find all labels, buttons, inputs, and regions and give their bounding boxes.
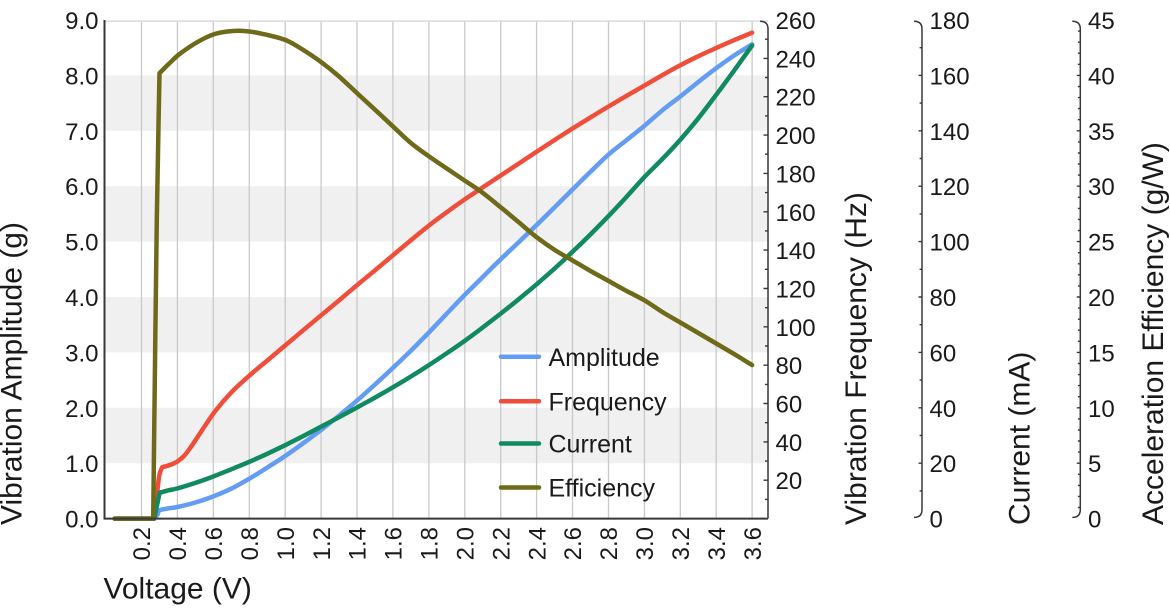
svg-text:1.8: 1.8 — [417, 527, 444, 560]
svg-text:Frequency: Frequency — [549, 389, 668, 417]
svg-text:Acceleration Efficiency (g/W): Acceleration Efficiency (g/W) — [1137, 142, 1170, 525]
svg-text:160: 160 — [930, 63, 970, 90]
svg-text:Efficiency: Efficiency — [549, 475, 656, 503]
svg-text:120: 120 — [930, 174, 970, 201]
svg-text:4.0: 4.0 — [65, 285, 98, 312]
svg-text:7.0: 7.0 — [65, 119, 98, 146]
svg-text:100: 100 — [930, 230, 970, 257]
svg-text:0.8: 0.8 — [237, 527, 264, 560]
svg-text:80: 80 — [776, 353, 803, 380]
svg-text:100: 100 — [776, 315, 816, 342]
svg-text:Vibration Amplitude (g): Vibration Amplitude (g) — [0, 222, 29, 525]
svg-text:2.0: 2.0 — [453, 527, 480, 560]
svg-text:20: 20 — [930, 451, 957, 478]
svg-text:3.0: 3.0 — [632, 527, 659, 560]
svg-text:260: 260 — [776, 8, 816, 35]
svg-text:3.4: 3.4 — [704, 527, 731, 560]
svg-text:5.0: 5.0 — [65, 230, 98, 257]
svg-text:20: 20 — [1088, 285, 1115, 312]
svg-text:180: 180 — [930, 8, 970, 35]
svg-text:Current: Current — [549, 431, 632, 459]
svg-text:1.2: 1.2 — [309, 527, 336, 560]
svg-text:1.6: 1.6 — [381, 527, 408, 560]
svg-text:140: 140 — [776, 238, 816, 265]
svg-text:60: 60 — [776, 392, 803, 419]
svg-text:240: 240 — [776, 46, 816, 73]
svg-text:60: 60 — [930, 340, 957, 367]
svg-text:1.0: 1.0 — [65, 451, 98, 478]
svg-text:2.2: 2.2 — [488, 527, 515, 560]
svg-text:Vibration Frequency (Hz): Vibration Frequency (Hz) — [840, 192, 873, 525]
svg-text:2.8: 2.8 — [596, 527, 623, 560]
svg-text:15: 15 — [1088, 340, 1115, 367]
svg-text:200: 200 — [776, 123, 816, 150]
svg-text:1.4: 1.4 — [345, 527, 372, 560]
svg-text:2.0: 2.0 — [65, 396, 98, 423]
svg-text:0: 0 — [1088, 507, 1101, 534]
svg-text:140: 140 — [930, 119, 970, 146]
svg-text:6.0: 6.0 — [65, 174, 98, 201]
svg-text:Amplitude: Amplitude — [549, 344, 660, 372]
svg-text:180: 180 — [776, 161, 816, 188]
svg-text:3.2: 3.2 — [668, 527, 695, 560]
svg-text:80: 80 — [930, 285, 957, 312]
svg-text:0.2: 0.2 — [129, 527, 156, 560]
svg-text:Voltage (V): Voltage (V) — [104, 573, 252, 606]
svg-text:9.0: 9.0 — [65, 8, 98, 35]
svg-text:40: 40 — [776, 430, 803, 457]
svg-text:30: 30 — [1088, 174, 1115, 201]
svg-text:40: 40 — [1088, 63, 1115, 90]
svg-text:8.0: 8.0 — [65, 63, 98, 90]
svg-text:45: 45 — [1088, 8, 1115, 35]
svg-text:3.6: 3.6 — [740, 527, 767, 560]
svg-text:20: 20 — [776, 468, 803, 495]
svg-text:1.0: 1.0 — [273, 527, 300, 560]
svg-text:120: 120 — [776, 277, 816, 304]
svg-text:Current (mA): Current (mA) — [1004, 352, 1037, 525]
svg-text:3.0: 3.0 — [65, 340, 98, 367]
svg-text:40: 40 — [930, 396, 957, 423]
svg-text:10: 10 — [1088, 396, 1115, 423]
svg-text:2.6: 2.6 — [560, 527, 587, 560]
svg-text:0.4: 0.4 — [165, 527, 192, 560]
svg-text:160: 160 — [776, 200, 816, 227]
svg-text:25: 25 — [1088, 230, 1115, 257]
svg-text:2.4: 2.4 — [524, 527, 551, 560]
svg-text:0: 0 — [930, 507, 943, 534]
svg-text:0.0: 0.0 — [65, 507, 98, 534]
svg-text:5: 5 — [1088, 451, 1101, 478]
svg-text:35: 35 — [1088, 119, 1115, 146]
svg-text:0.6: 0.6 — [201, 527, 228, 560]
svg-text:220: 220 — [776, 85, 816, 112]
